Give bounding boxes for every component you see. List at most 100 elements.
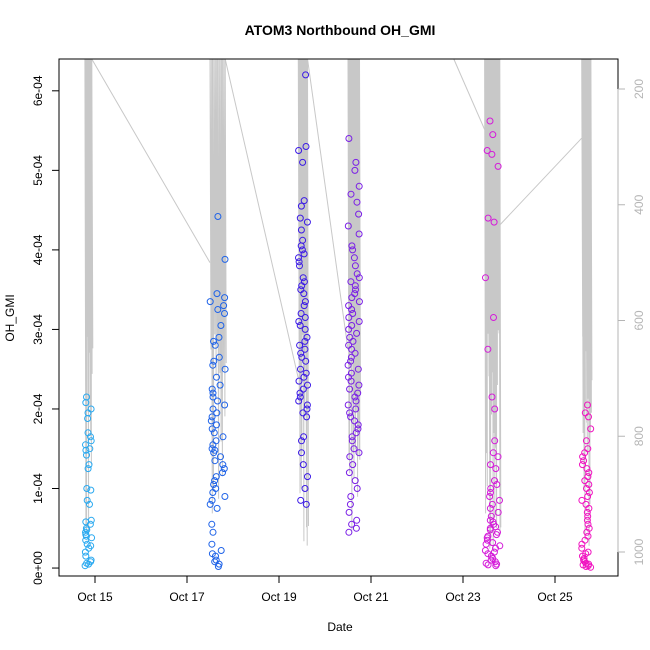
y-right-tick-label: 200: [632, 79, 646, 99]
data-point: [355, 274, 363, 282]
data-point: [579, 453, 587, 461]
data-point: [346, 385, 354, 393]
data-point: [220, 465, 228, 473]
data-point: [348, 242, 356, 250]
data-point: [348, 437, 356, 445]
plot-frame: [58, 58, 619, 577]
data-point: [351, 393, 359, 401]
data-point: [302, 500, 310, 508]
data-point: [303, 218, 311, 226]
y-right-tick-label: 600: [632, 310, 646, 330]
y-tick-label: 2e-04: [31, 393, 45, 424]
data-point: [303, 333, 311, 341]
data-point: [352, 429, 360, 437]
data-point: [346, 409, 354, 417]
data-point: [221, 493, 229, 500]
data-point: [296, 393, 304, 401]
data-point: [585, 489, 593, 496]
data-point: [301, 298, 309, 306]
data-point: [302, 71, 310, 79]
data-point: [304, 381, 311, 389]
data-point: [210, 337, 217, 345]
data-point: [482, 559, 490, 567]
x-axis: Oct 15 Oct 17 Oct 19 Oct 21 Oct 23 Oct 25: [77, 575, 573, 604]
data-point: [494, 508, 502, 516]
data-point: [303, 405, 311, 413]
data-point: [295, 254, 302, 262]
data-point: [352, 405, 360, 413]
y-tick-label: 4e-04: [31, 234, 45, 265]
data-point: [489, 539, 497, 547]
transit-line: [91, 58, 211, 263]
data-point: [484, 345, 492, 353]
data-point: [352, 286, 359, 294]
data-point: [297, 496, 305, 504]
data-point: [213, 373, 220, 381]
y-tick-label: 3e-04: [31, 314, 45, 345]
data-point: [297, 349, 305, 357]
data-point: [583, 465, 591, 473]
data-point: [296, 322, 304, 329]
x-tick-label: Oct 23: [445, 590, 481, 604]
data-point: [209, 489, 217, 496]
chart-title: ATOM3 Northbound OH_GMI: [245, 22, 436, 38]
data-point: [488, 393, 496, 401]
data-point: [353, 270, 361, 278]
x-tick-label: Oct 25: [537, 590, 573, 604]
data-point: [489, 449, 497, 457]
data-point: [351, 166, 359, 174]
data-point: [584, 493, 592, 500]
data-point: [355, 182, 363, 190]
y-tick-label: 0e+00: [31, 551, 45, 585]
data-point: [583, 516, 591, 524]
data-point: [301, 325, 309, 333]
data-point: [300, 250, 308, 258]
data-point: [298, 437, 305, 445]
data-point: [351, 417, 358, 425]
data-point: [210, 357, 218, 365]
data-point: [484, 561, 492, 569]
pressure-profile: [347, 58, 361, 531]
data-point: [484, 214, 492, 222]
data-point: [295, 258, 303, 266]
x-tick-label: Oct 19: [261, 590, 297, 604]
data-point: [206, 298, 214, 306]
data-point: [344, 222, 352, 230]
data-point: [301, 485, 309, 492]
data-point: [296, 262, 303, 270]
data-point: [297, 242, 305, 250]
y-right-tick-label: 1000: [632, 538, 646, 565]
x-axis-label: Date: [327, 620, 353, 634]
data-point: [207, 417, 215, 425]
data-point: [209, 528, 217, 536]
pressure-lines: [84, 58, 593, 552]
data-point: [354, 421, 362, 429]
data-point: [346, 500, 354, 508]
data-point: [350, 445, 358, 453]
data-point: [217, 547, 225, 554]
data-point: [578, 544, 586, 552]
data-point: [352, 524, 360, 532]
x-tick-label: Oct 17: [169, 590, 205, 604]
data-point: [213, 504, 221, 512]
data-point: [221, 365, 229, 373]
data-point: [349, 310, 357, 317]
data-point: [348, 294, 356, 302]
data-point: [221, 401, 229, 409]
data-point: [583, 508, 591, 516]
data-point: [87, 433, 94, 441]
data-point: [488, 150, 496, 158]
y-right-tick-label: 400: [632, 194, 646, 214]
data-point: [81, 548, 89, 556]
data-point: [208, 413, 216, 421]
data-point: [490, 218, 498, 226]
data-point: [345, 325, 353, 333]
x-tick-label: Oct 15: [77, 590, 113, 604]
data-point: [213, 421, 220, 429]
data-point: [221, 310, 228, 317]
data-point: [298, 282, 306, 290]
data-point: [298, 246, 306, 254]
data-point: [300, 302, 308, 310]
data-point: [213, 290, 221, 298]
data-point: [345, 135, 353, 142]
